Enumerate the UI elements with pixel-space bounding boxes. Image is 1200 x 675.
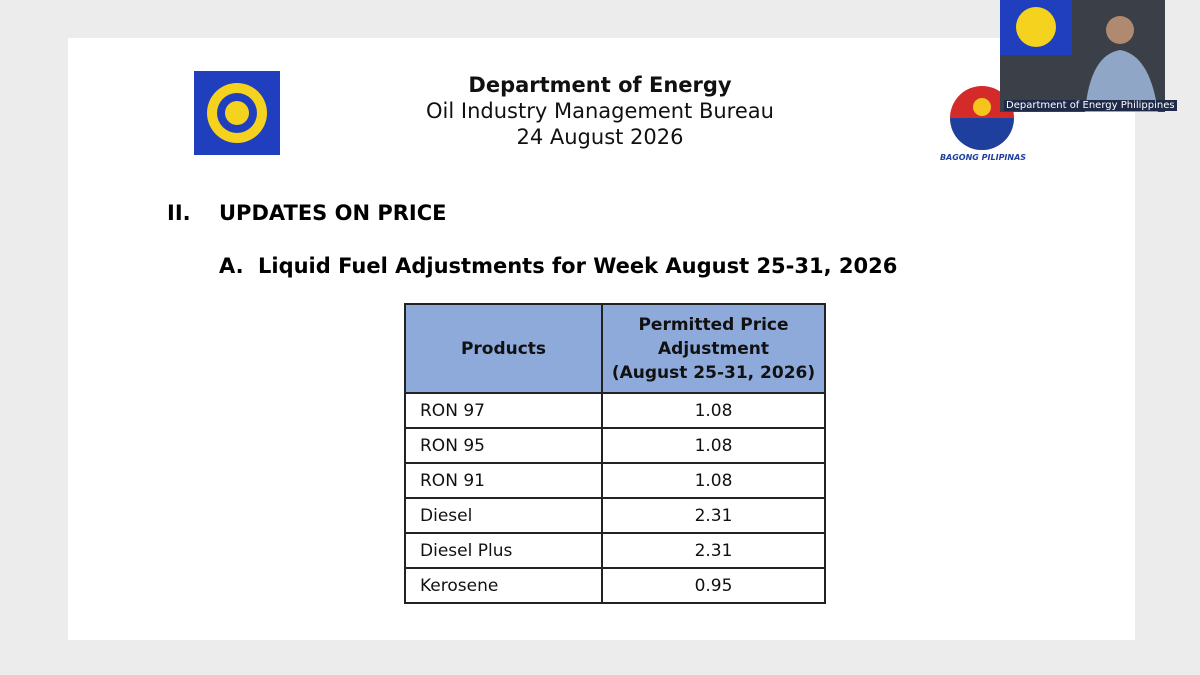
table-row: Kerosene 0.95 bbox=[404, 567, 826, 604]
subsection-number: A. bbox=[219, 254, 244, 278]
header-date: 24 August 2026 bbox=[516, 125, 684, 149]
adjustment-cell: 2.31 bbox=[601, 532, 826, 569]
video-frame bbox=[1000, 0, 1158, 112]
product-cell: Diesel Plus bbox=[404, 532, 603, 569]
table-row: RON 91 1.08 bbox=[404, 462, 826, 499]
section-number: II. bbox=[167, 201, 191, 225]
header-line: Adjustment bbox=[658, 338, 769, 359]
header-title: Department of Energy bbox=[468, 73, 732, 97]
table-row: Diesel Plus 2.31 bbox=[404, 532, 826, 569]
section-title: UPDATES ON PRICE bbox=[219, 201, 447, 225]
header-line: (August 25-31, 2026) bbox=[611, 362, 816, 383]
header-row: Products Permitted Price Adjustment (Aug… bbox=[404, 303, 826, 394]
table-row: Diesel 2.31 bbox=[404, 497, 826, 534]
adjustment-cell: 2.31 bbox=[601, 497, 826, 534]
adjustment-cell: 1.08 bbox=[601, 462, 826, 499]
product-cell: RON 97 bbox=[404, 392, 603, 429]
header-line: Permitted Price bbox=[638, 314, 789, 335]
logo-caption: BAGONG PILIPINAS bbox=[940, 153, 1026, 162]
doe-logo bbox=[194, 71, 280, 155]
product-cell: RON 95 bbox=[404, 427, 603, 464]
product-cell: Kerosene bbox=[404, 567, 603, 604]
price-table: Products Permitted Price Adjustment (Aug… bbox=[404, 303, 826, 604]
adjustment-cell: 1.08 bbox=[601, 392, 826, 429]
bagong-pilipinas-logo: BAGONG PILIPINAS bbox=[940, 86, 1026, 162]
video-caption: Department of Energy Philippines bbox=[1004, 100, 1177, 111]
adjustment-cell: 1.08 bbox=[601, 427, 826, 464]
header-cell: Permitted Price Adjustment (August 25-31… bbox=[601, 303, 826, 394]
table-body: RON 97 1.08 RON 95 1.08 RON 91 1.08 Diesel 2.31… bbox=[404, 392, 826, 604]
subsection-title: Liquid Fuel Adjustments for Week August … bbox=[258, 254, 898, 278]
adjustment-cell: 0.95 bbox=[601, 567, 826, 604]
table-row: RON 97 1.08 bbox=[404, 392, 826, 429]
product-cell: RON 91 bbox=[404, 462, 603, 499]
video-inset: Department of Energy Philippines bbox=[1000, 0, 1177, 112]
header-subtitle: Oil Industry Management Bureau bbox=[426, 99, 774, 123]
product-cell: Diesel bbox=[404, 497, 603, 534]
table-row: RON 95 1.08 bbox=[404, 427, 826, 464]
header-cell: Products bbox=[404, 303, 603, 394]
